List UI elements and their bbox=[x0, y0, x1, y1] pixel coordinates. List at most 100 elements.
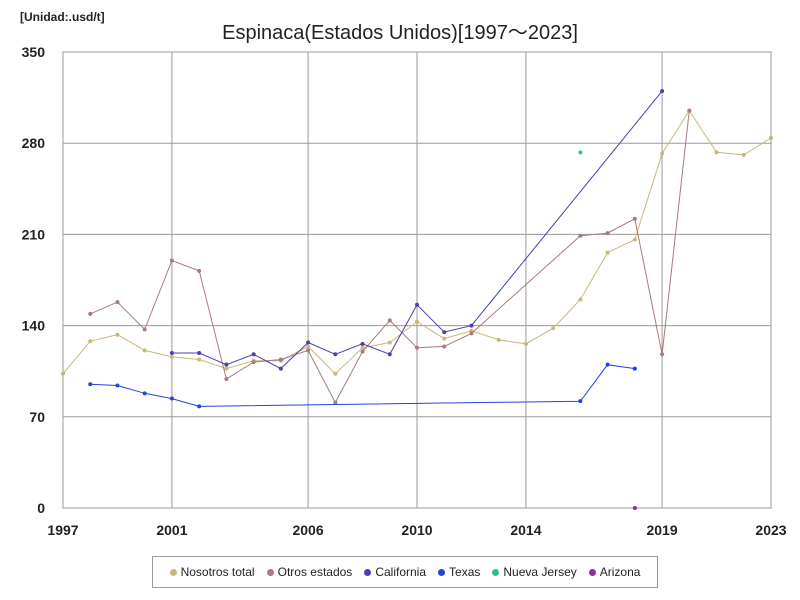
data-point bbox=[632, 237, 637, 242]
data-point bbox=[660, 151, 665, 156]
data-point bbox=[169, 350, 174, 355]
data-point bbox=[169, 354, 174, 359]
data-point bbox=[605, 250, 610, 255]
data-point bbox=[387, 352, 392, 357]
x-tick-label: 2001 bbox=[156, 522, 187, 538]
data-point bbox=[387, 340, 392, 345]
data-point bbox=[142, 391, 147, 396]
data-point bbox=[578, 297, 583, 302]
y-tick-label: 350 bbox=[22, 44, 46, 60]
data-point bbox=[551, 326, 556, 331]
data-point bbox=[660, 89, 665, 94]
data-point bbox=[469, 323, 474, 328]
data-point bbox=[142, 327, 147, 332]
data-point bbox=[115, 300, 120, 305]
data-point bbox=[578, 233, 583, 238]
data-point bbox=[333, 400, 338, 405]
data-point bbox=[251, 352, 256, 357]
x-tick-label: 1997 bbox=[47, 522, 78, 538]
data-point bbox=[306, 340, 311, 345]
data-point bbox=[61, 371, 65, 376]
data-point bbox=[415, 319, 419, 324]
x-tick-label: 2014 bbox=[510, 522, 541, 538]
legend-label: California bbox=[375, 565, 427, 579]
legend-item: Texas bbox=[438, 565, 480, 579]
data-point bbox=[224, 366, 229, 371]
legend-item: California bbox=[364, 565, 426, 579]
legend-swatch bbox=[169, 568, 177, 576]
x-tick-label: 2006 bbox=[292, 522, 323, 538]
data-point bbox=[360, 345, 365, 350]
legend-item: Nosotros total bbox=[169, 565, 255, 579]
data-point bbox=[387, 318, 392, 323]
data-point bbox=[197, 268, 202, 273]
data-point bbox=[632, 506, 637, 510]
data-point bbox=[741, 152, 746, 157]
data-point bbox=[632, 216, 637, 221]
data-point bbox=[142, 348, 147, 353]
data-point bbox=[197, 357, 202, 362]
y-tick-label: 70 bbox=[29, 409, 45, 425]
y-tick-label: 210 bbox=[22, 226, 46, 242]
x-tick-label: 2023 bbox=[755, 522, 786, 538]
data-point bbox=[169, 396, 174, 401]
data-point bbox=[578, 150, 583, 155]
data-point bbox=[442, 336, 447, 341]
data-point bbox=[469, 331, 474, 336]
data-point bbox=[278, 366, 283, 371]
y-tick-label: 140 bbox=[22, 318, 46, 334]
data-point bbox=[360, 349, 365, 354]
data-point bbox=[632, 366, 637, 371]
unit-label: [Unidad:.usd/t] bbox=[20, 10, 105, 24]
legend-item: Nueva Jersey bbox=[492, 565, 577, 579]
data-point bbox=[442, 344, 447, 349]
data-point bbox=[88, 311, 93, 316]
data-point bbox=[169, 258, 174, 263]
data-point bbox=[714, 150, 719, 155]
legend: Nosotros total Otros estados California Tex… bbox=[152, 556, 658, 588]
data-point bbox=[278, 357, 283, 362]
series-line bbox=[90, 364, 635, 407]
data-point bbox=[115, 383, 120, 388]
legend-item: Otros estados bbox=[266, 565, 353, 579]
x-tick-label: 2019 bbox=[646, 522, 677, 538]
data-point bbox=[224, 362, 229, 367]
data-point bbox=[333, 352, 338, 357]
data-point bbox=[306, 344, 311, 349]
chart-title: Espinaca(Estados Unidos)[1997～2023] bbox=[222, 22, 578, 44]
data-point bbox=[88, 339, 93, 344]
legend-label: Nosotros total bbox=[180, 565, 255, 579]
data-point bbox=[251, 360, 256, 365]
data-point bbox=[115, 332, 120, 337]
legend-label: Nueva Jersey bbox=[503, 565, 577, 579]
legend-label: Arizona bbox=[599, 565, 641, 579]
data-point bbox=[415, 345, 419, 350]
x-tick-label: 2010 bbox=[401, 522, 432, 538]
legend-swatch bbox=[492, 568, 500, 576]
data-point bbox=[523, 341, 528, 346]
legend-swatch bbox=[364, 568, 372, 576]
y-tick-label: 280 bbox=[22, 135, 46, 151]
y-tick-label: 0 bbox=[37, 500, 45, 516]
data-point bbox=[442, 330, 447, 335]
legend-label: Otros estados bbox=[277, 565, 353, 579]
data-point bbox=[660, 352, 665, 357]
data-point bbox=[224, 377, 229, 382]
data-point bbox=[605, 231, 610, 236]
legend-swatch bbox=[266, 568, 274, 576]
data-point bbox=[333, 371, 338, 376]
data-point bbox=[88, 382, 93, 387]
data-point bbox=[415, 302, 419, 307]
legend-swatch bbox=[588, 568, 596, 576]
data-point bbox=[496, 337, 501, 342]
data-point bbox=[197, 350, 202, 355]
data-point bbox=[360, 341, 365, 346]
data-point bbox=[605, 362, 610, 367]
legend-label: Texas bbox=[449, 565, 481, 579]
legend-swatch bbox=[438, 568, 446, 576]
data-point bbox=[197, 404, 202, 409]
data-point bbox=[306, 348, 311, 353]
data-point bbox=[687, 108, 692, 113]
data-point bbox=[578, 399, 583, 404]
